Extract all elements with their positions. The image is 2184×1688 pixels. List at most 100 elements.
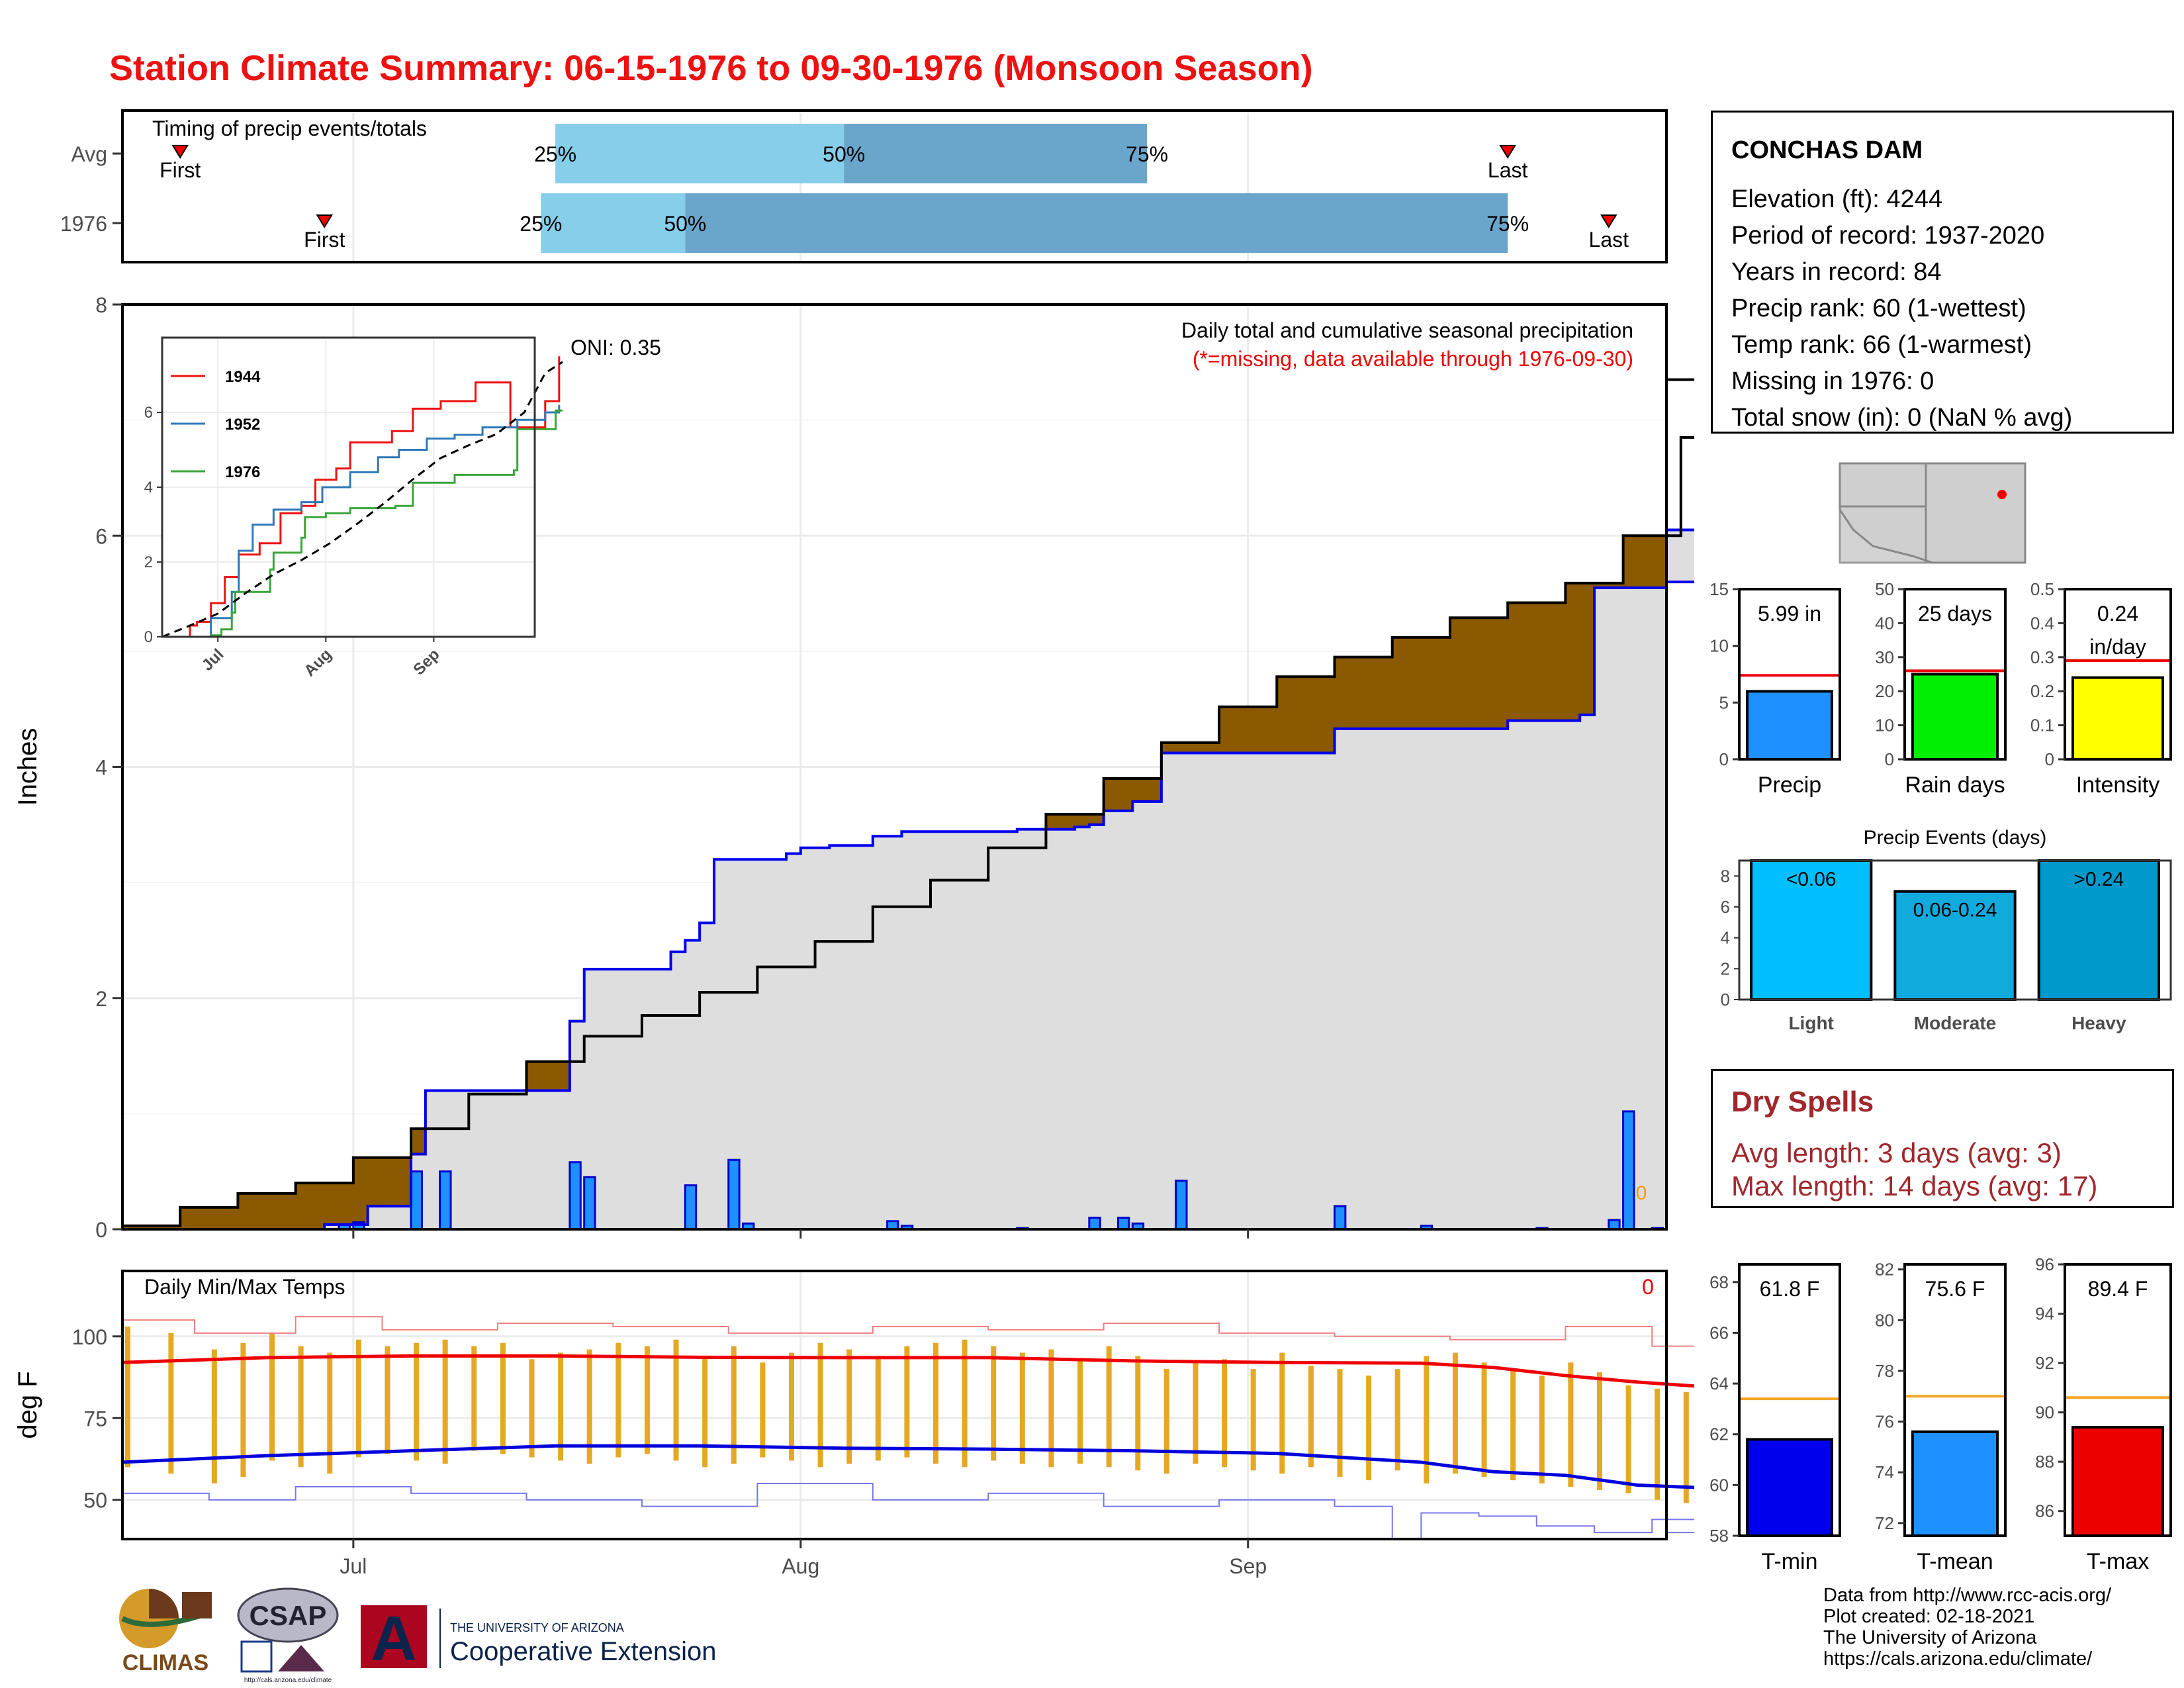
station-snow: Total snow (in): 0 (NaN % avg) [1731,404,2073,432]
first-event-marker [171,145,189,159]
daily-precip-bar [439,1170,452,1231]
average-cumulative-line [122,378,1694,1227]
timing-bar-q50-q75 [844,124,1148,183]
deficit-area [180,1207,195,1229]
timing-q25-label: 25% [520,212,562,236]
deficit-area [1046,814,1061,829]
precip-chart-title: Daily total and cumulative seasonal prec… [1181,318,1633,342]
deficit-area [1291,677,1306,753]
summary-category-label: Precip [1758,773,1821,798]
observed-cumulative-line [122,528,1694,1231]
deficit-area [136,1225,152,1229]
precip-ytick-label: 6 [95,524,107,548]
daily-temp-bar [933,1342,939,1464]
precip-chart-subtitle: (*=missing, data available through 1976-… [1193,347,1633,371]
events-bar-label: >0.24 [2073,868,2124,890]
deficit-area [1233,706,1249,753]
daily-temp-bar [1106,1346,1112,1468]
daily-temp-bar [1048,1349,1054,1468]
dry-spells-title: Dry Spells [1731,1086,1874,1118]
events-bar-label: 0.06-0.24 [1913,900,1997,921]
deficit-area [223,1207,239,1229]
daily-temp-bar [962,1339,968,1468]
deficit-area [1377,657,1393,729]
events-ytick-label: 8 [1721,866,1730,886]
daily-temp-bar [731,1346,737,1464]
daily-temp-bar [1163,1369,1169,1474]
summary-ytick-label: 10 [1875,716,1894,735]
deficit-area [295,1183,311,1229]
timing-q25-label: 25% [534,142,576,166]
daily-temp-bar [1452,1352,1458,1474]
last-event-label: Last [1589,228,1629,252]
events-ytick-label: 2 [1721,959,1730,978]
deficit-area [396,1157,412,1207]
precip-ytick-label: 0 [95,1218,107,1242]
inset-ytick-label: 0 [144,628,153,646]
summary-value-label: 5.99 in [1758,602,1821,626]
daily-temp-bar [1510,1369,1516,1481]
deficit-area [1262,706,1277,753]
locator-map [1839,462,2026,564]
deficit-area [1406,637,1422,729]
inset-series-line [162,356,561,638]
daily-temp-bar [991,1346,997,1461]
timing-frame [121,109,1668,263]
credit-plot-date: Plot created: 02-18-2021 [1823,1606,2035,1627]
summary-ytick-label: 0 [1885,749,1894,769]
deficit-area [1147,778,1162,802]
summary-ytick-label: 96 [2035,1254,2054,1274]
deficit-area [1277,677,1292,753]
daily-temp-bar [414,1342,420,1461]
station-location-dot [1997,490,2007,499]
deficit-area [1493,618,1508,729]
events-chart-title: Precip Events (days) [1864,827,2047,849]
daily-temp-bar [760,1362,766,1458]
summary-bar [1746,690,1833,761]
credit-url: https://cals.arizona.edu/climate/ [1823,1648,2093,1669]
deficit-area [151,1225,167,1229]
deficit-area [195,1207,210,1229]
summary-ytick-label: 88 [2035,1452,2054,1472]
daily-precip-bar [684,1184,698,1231]
deficit-area [411,1129,426,1154]
daily-temp-bar [1222,1359,1228,1468]
daily-precip-bar [583,1176,596,1231]
inset-ytick-label: 4 [144,479,153,496]
deficit-area [208,1207,224,1229]
precip-chart: 0 2 4 6 8 Inches Daily total and cumulative se… [13,293,1694,1242]
deficit-area [1637,536,1653,588]
summary-ytick-label: 40 [1875,613,1894,633]
summary-ytick-label: 0.4 [2030,613,2054,633]
summary-category-label: T-mean [1917,1549,1993,1574]
deficit-area [324,1183,340,1225]
daily-temp-bar [1481,1362,1487,1477]
temp-xtick-label: Aug [782,1554,819,1578]
first-event-marker [316,214,334,228]
temp-bg [122,1271,1666,1539]
deficit-area [339,1183,354,1225]
deficit-area [1248,706,1263,753]
deficit-area [165,1225,181,1229]
deficit-area [1536,602,1552,721]
daily-temp-bar [615,1342,621,1458]
deficit-area [555,1061,570,1091]
summary-bar [1746,1438,1833,1538]
summary-frame [1903,1263,2007,1537]
summary-ytick-label: 0 [1719,749,1729,769]
daily-temp-bar [1135,1356,1141,1471]
first-event-label: First [304,228,345,252]
daily-temp-bar [1019,1352,1025,1464]
daily-temp-bar [586,1349,592,1464]
temp-chart: 50 75 100 Jul Aug Sep deg F Daily Min/Max Temps… [13,1270,1694,1578]
timing-panel: Timing of precip events/totals Avg 25% 50% 7… [60,109,1668,263]
daily-precip-bar [569,1161,582,1231]
summary-ytick-label: 82 [1875,1260,1894,1280]
summary-ytick-label: 58 [1709,1526,1729,1546]
summary-category-label: Intensity [2076,773,2160,798]
deficit-area [1320,677,1336,753]
daily-temp-bar [355,1339,361,1458]
daily-temp-bar [1308,1366,1314,1468]
summary-category-label: T-max [2087,1549,2149,1574]
deficit-area [1392,637,1408,729]
